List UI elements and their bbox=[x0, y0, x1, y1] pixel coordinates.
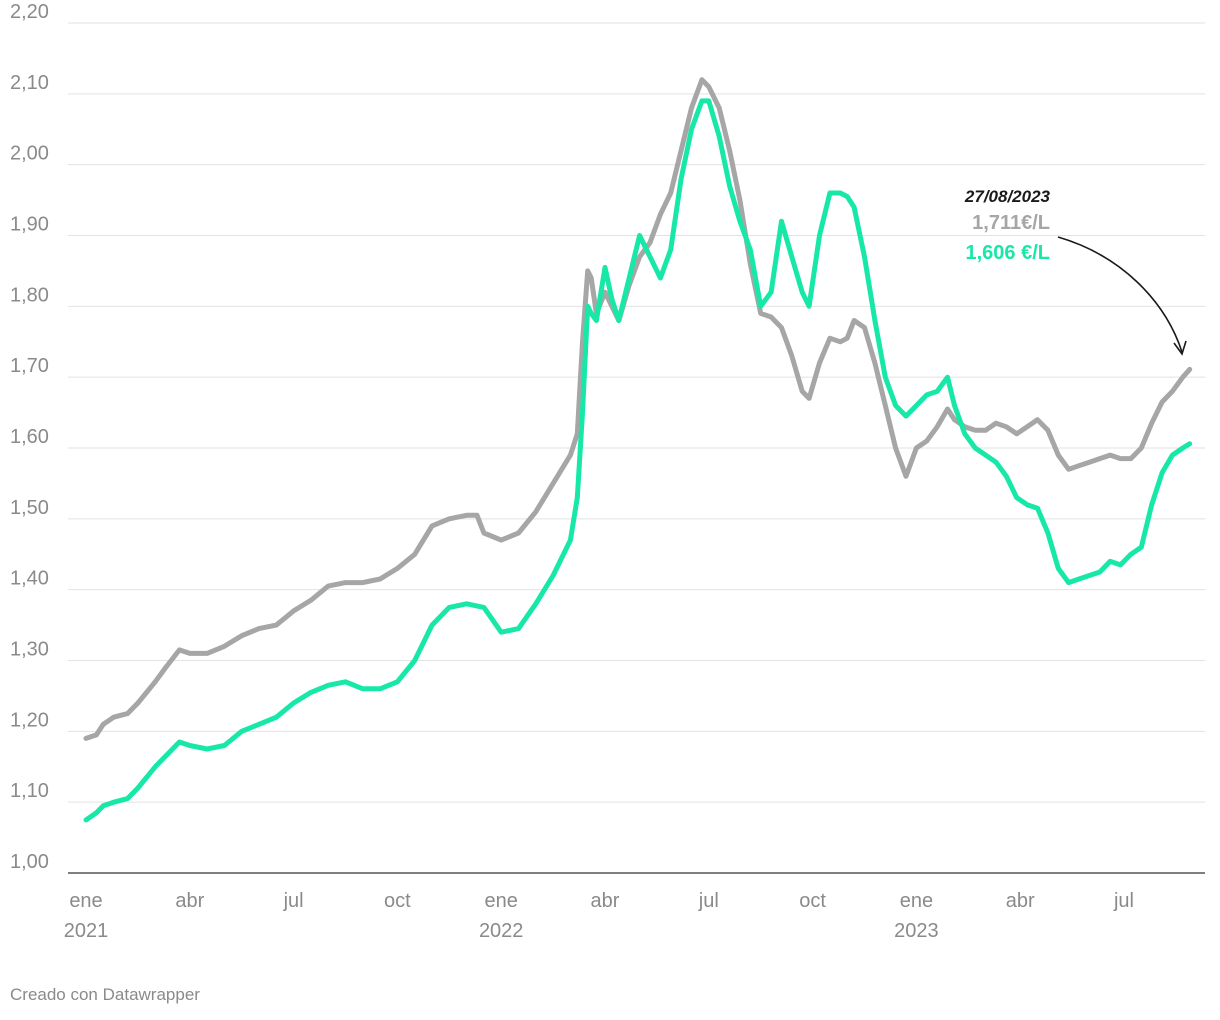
y-tick-label: 1,40 bbox=[10, 568, 49, 590]
gridlines bbox=[68, 22, 1205, 874]
y-tick-label: 2,20 bbox=[10, 1, 49, 23]
annotation-gray-value: 1,711€/L bbox=[972, 212, 1050, 234]
annotation-green-value: 1,606 €/L bbox=[965, 242, 1050, 264]
y-tick-label: 2,00 bbox=[10, 143, 49, 165]
x-tick-year: 2021 bbox=[64, 920, 109, 942]
y-tick-label: 1,10 bbox=[10, 780, 49, 802]
y-tick-label: 1,60 bbox=[10, 426, 49, 448]
x-tick-label: abr bbox=[175, 890, 204, 912]
x-tick-label: oct bbox=[384, 890, 411, 912]
x-tick-label: jul bbox=[1113, 890, 1134, 912]
credit-text: Creado con Datawrapper bbox=[10, 985, 200, 1004]
y-axis-ticks: 1,00 1,10 1,20 1,30 1,40 1,50 1,60 1,70 1,80 1,90… bbox=[10, 1, 49, 873]
x-tick-label: abr bbox=[591, 890, 620, 912]
y-tick-label: 1,00 bbox=[10, 851, 49, 873]
annotation-arrow bbox=[1057, 236, 1183, 353]
x-axis-ticks: ene 2021 abr jul oct ene 2022 abr jul oct ene 2023 a… bbox=[64, 890, 1134, 942]
y-tick-label: 1,90 bbox=[10, 214, 49, 236]
x-tick-label: jul bbox=[698, 890, 719, 912]
annotation-arrowhead bbox=[1173, 340, 1187, 356]
x-tick-label: oct bbox=[799, 890, 826, 912]
y-tick-label: 1,80 bbox=[10, 284, 49, 306]
series-line-gasolina bbox=[83, 98, 1193, 823]
y-tick-label: 1,50 bbox=[10, 497, 49, 519]
y-tick-label: 1,20 bbox=[10, 709, 49, 731]
y-tick-label: 1,70 bbox=[10, 355, 49, 377]
series-line-gasleo bbox=[83, 77, 1193, 741]
annotation: 27/08/2023 1,711€/L 1,606 €/L bbox=[964, 187, 1187, 356]
x-tick-label: ene bbox=[69, 890, 102, 912]
x-tick-label: ene bbox=[485, 890, 518, 912]
x-tick-label: ene bbox=[900, 890, 933, 912]
y-tick-label: 1,30 bbox=[10, 639, 49, 661]
x-tick-label: abr bbox=[1006, 890, 1035, 912]
y-tick-label: 2,10 bbox=[10, 72, 49, 94]
x-tick-year: 2022 bbox=[479, 920, 524, 942]
series-lines bbox=[83, 77, 1193, 823]
x-tick-label: jul bbox=[283, 890, 304, 912]
x-tick-year: 2023 bbox=[894, 920, 939, 942]
annotation-date: 27/08/2023 bbox=[964, 187, 1051, 206]
line-chart: 1,00 1,10 1,20 1,30 1,40 1,50 1,60 1,70 1,80 1,90… bbox=[10, 1, 1205, 942]
